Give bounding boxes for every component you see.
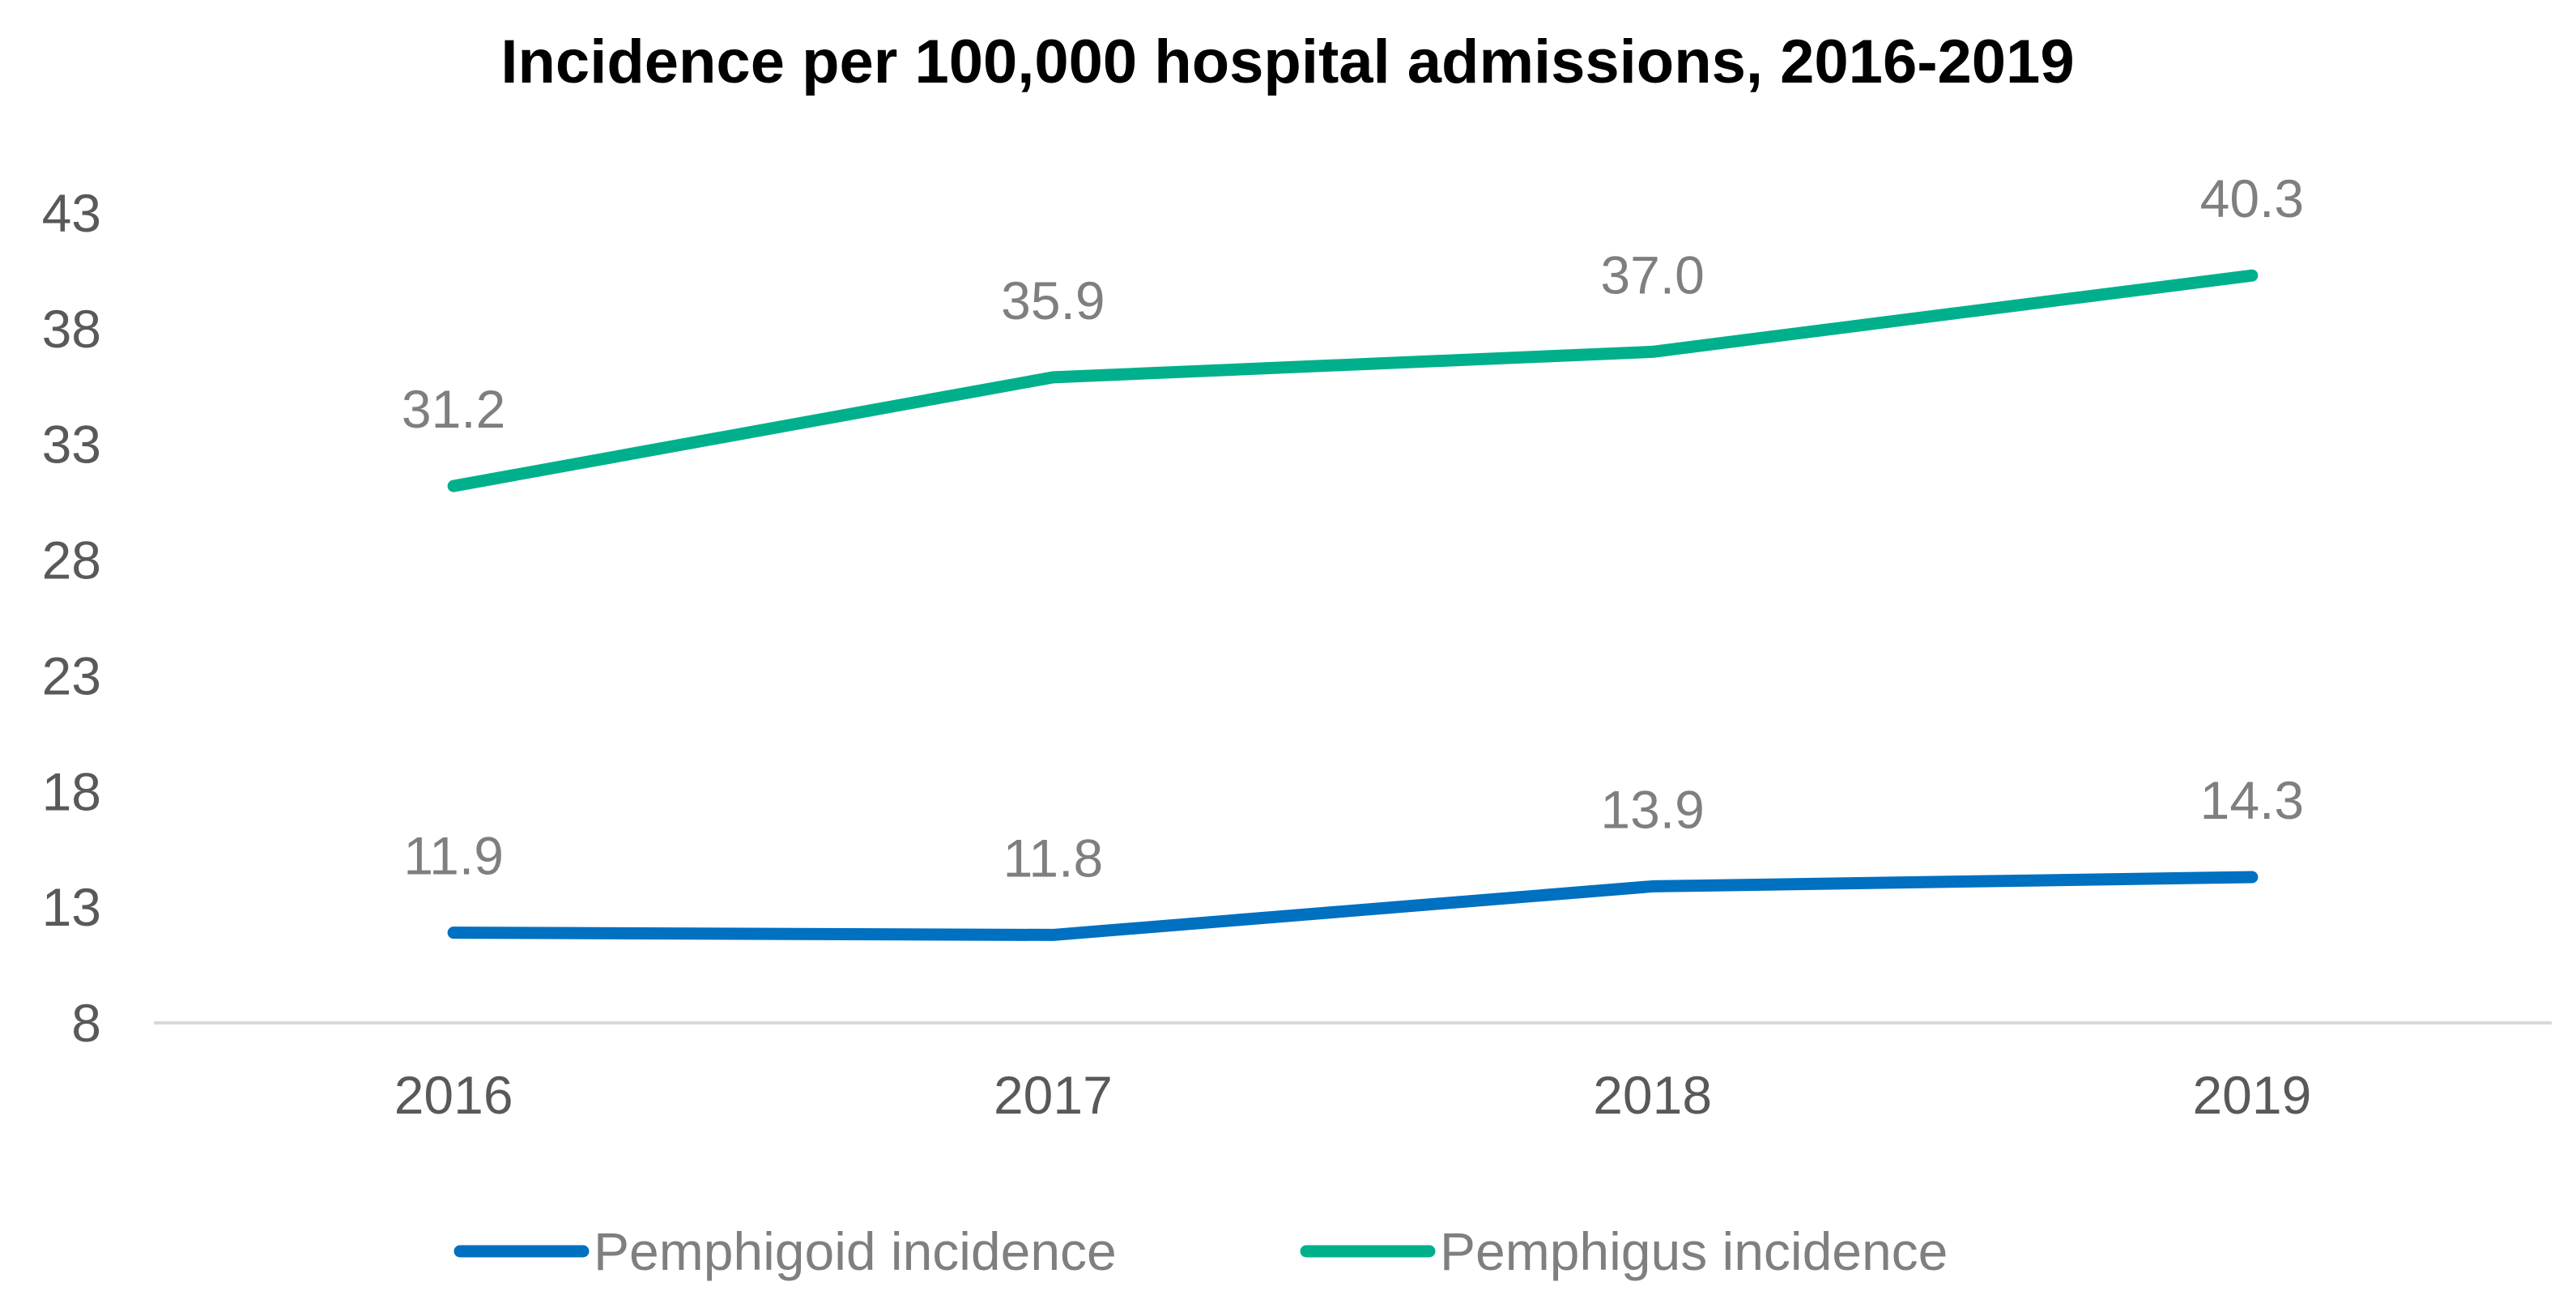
series-line-pemphigus: [447, 269, 2259, 492]
x-axis-ticks: 2016 2017 2018 2019: [394, 1065, 2312, 1125]
x-tick-label: 2016: [394, 1065, 513, 1125]
legend-label: Pemphigus incidence: [1440, 1221, 1948, 1281]
chart-title: Incidence per 100,000 hospital admission…: [500, 28, 2074, 96]
x-tick-label: 2017: [994, 1065, 1113, 1125]
data-label: 11.8: [1003, 828, 1104, 888]
data-label: 35.9: [1001, 270, 1105, 330]
x-tick-label: 2018: [1593, 1065, 1712, 1125]
y-tick-label: 18: [42, 761, 101, 821]
y-tick-label: 13: [42, 877, 101, 937]
y-tick-label: 28: [42, 530, 101, 590]
y-tick-label: 38: [42, 299, 101, 359]
y-tick-label: 43: [42, 183, 101, 243]
data-label: 13.9: [1600, 779, 1704, 839]
data-label: 40.3: [2200, 168, 2304, 228]
y-axis-ticks: 8 13 18 23 28 33 38 43: [42, 183, 101, 1053]
data-label: 37.0: [1600, 245, 1704, 305]
data-labels: 11.9 11.8 13.9 14.3 31.2 35.9 37.0 40.3: [402, 168, 2304, 888]
legend-item: Pemphigoid incidence: [453, 1221, 1117, 1281]
series-line-pemphigoid: [447, 871, 2259, 941]
data-label: 11.9: [403, 826, 504, 886]
series-lines: [447, 269, 2259, 941]
data-label: 31.2: [402, 379, 505, 439]
legend-label: Pemphigoid incidence: [594, 1221, 1117, 1281]
legend-item: Pemphigus incidence: [1300, 1221, 1948, 1281]
data-label: 14.3: [2200, 770, 2304, 830]
y-tick-label: 8: [71, 993, 101, 1053]
legend: Pemphigoid incidence Pemphigus incidence: [453, 1221, 1948, 1281]
y-tick-label: 23: [42, 645, 101, 705]
x-tick-label: 2019: [2192, 1065, 2311, 1125]
y-tick-label: 33: [42, 415, 101, 475]
